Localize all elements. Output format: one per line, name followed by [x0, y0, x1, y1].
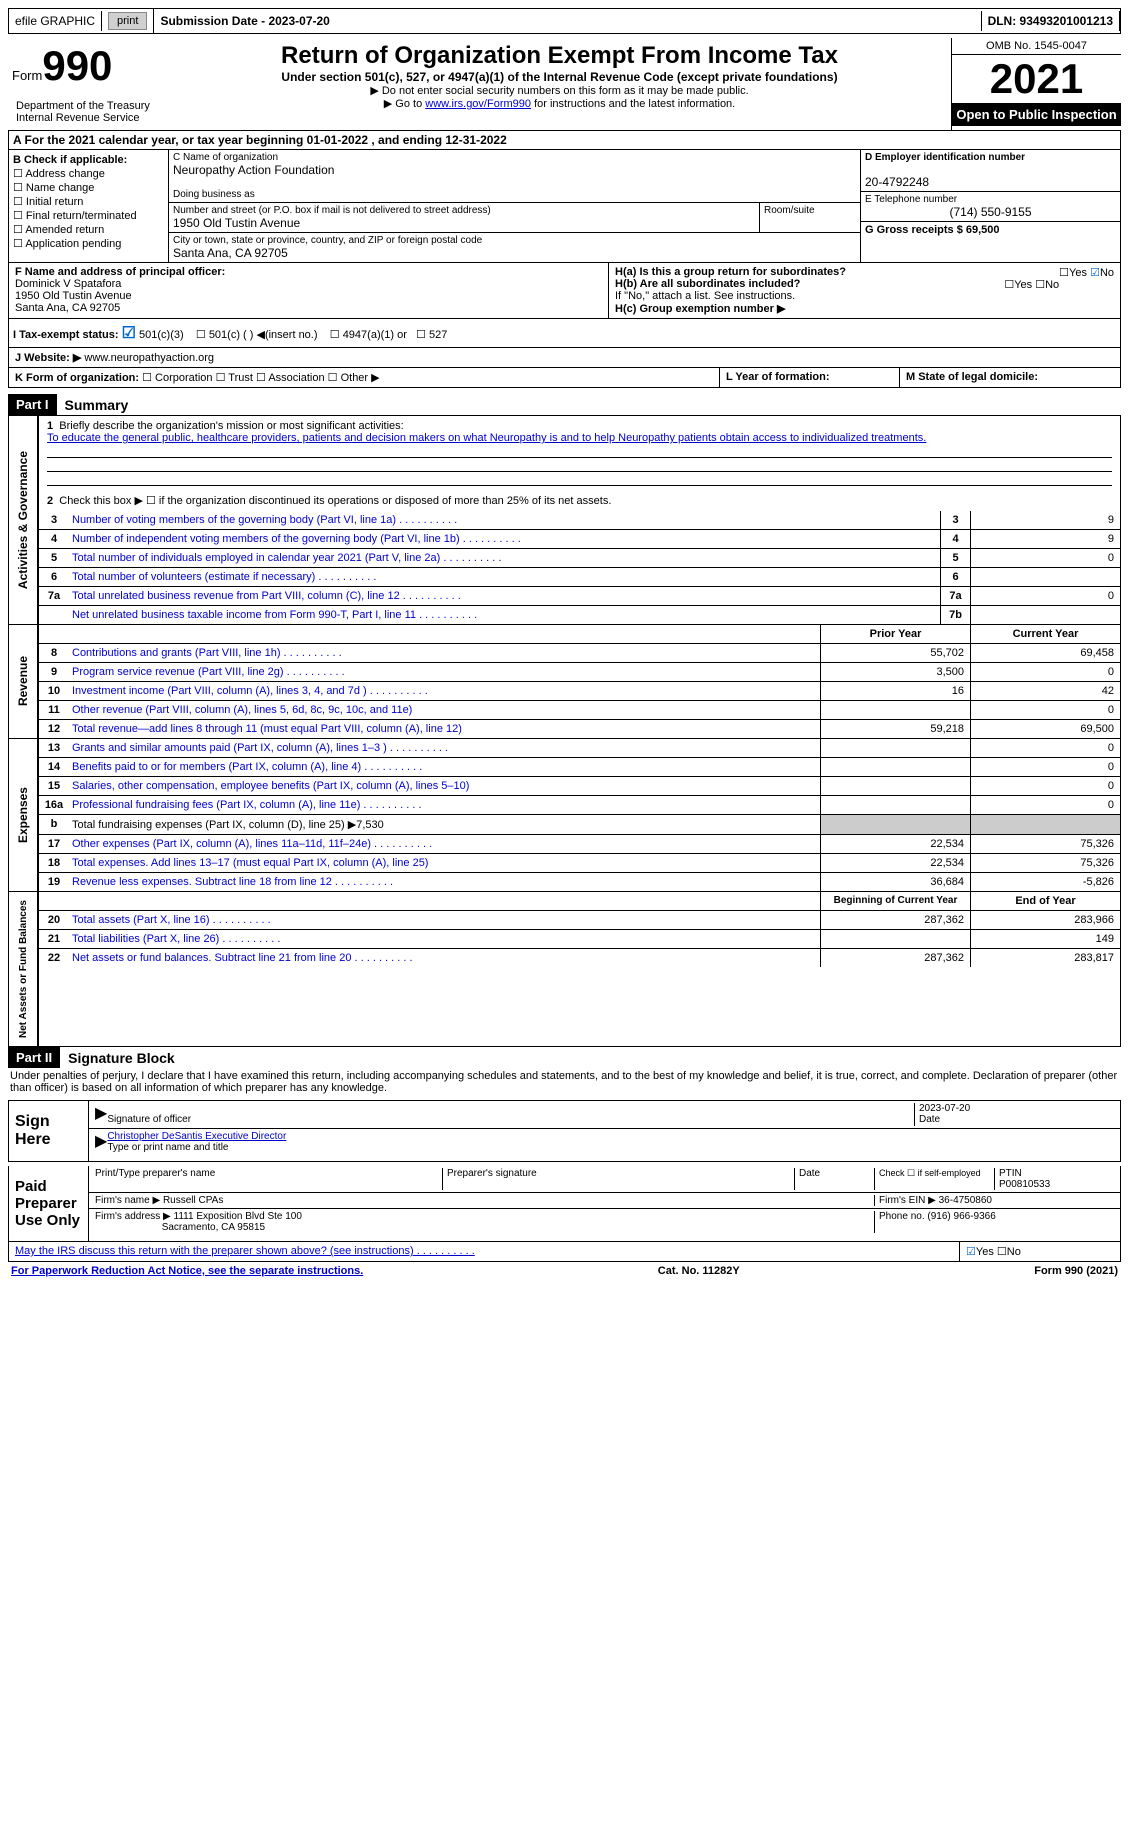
officer-name: Dominick V Spatafora — [15, 278, 121, 290]
form-header: Form990 Department of the Treasury Inter… — [8, 38, 1121, 130]
top-bar: efile GRAPHIC print Submission Date - 20… — [8, 8, 1121, 34]
footer-right: Form 990 (2021) — [1034, 1265, 1118, 1277]
part1-header: Part I — [8, 394, 57, 415]
website: www.neuropathyaction.org — [84, 352, 214, 364]
side-expenses: Expenses — [14, 779, 32, 851]
firm-phone: (916) 966-9366 — [927, 1211, 995, 1222]
side-activities: Activities & Governance — [14, 443, 32, 597]
ptin: P00810533 — [999, 1179, 1050, 1190]
sign-here-label: Sign Here — [9, 1101, 89, 1161]
side-netassets: Net Assets or Fund Balances — [16, 892, 31, 1046]
footer-mid: Cat. No. 11282Y — [658, 1265, 740, 1277]
form-note1: ▶ Do not enter social security numbers o… — [172, 84, 947, 97]
submission-date: Submission Date - 2023-07-20 — [154, 11, 981, 31]
ein: 20-4792248 — [865, 175, 1116, 189]
dln: DLN: 93493201001213 — [982, 11, 1120, 31]
dept-label: Department of the Treasury Internal Reve… — [12, 98, 164, 126]
irs-link[interactable]: www.irs.gov/Form990 — [425, 98, 531, 110]
firm-name: Russell CPAs — [163, 1195, 223, 1206]
part2-header: Part II — [8, 1047, 60, 1068]
box-b: B Check if applicable: ☐ Address change … — [9, 150, 169, 262]
paid-preparer-label: Paid Preparer Use Only — [9, 1166, 89, 1241]
form-number: 990 — [42, 42, 112, 89]
city: Santa Ana, CA 92705 — [173, 246, 856, 260]
efile-label: efile GRAPHIC — [9, 11, 102, 31]
firm-ein: 36-4750860 — [939, 1195, 992, 1206]
open-public: Open to Public Inspection — [952, 103, 1121, 126]
firm-addr: 1111 Exposition Blvd Ste 100 — [174, 1211, 302, 1222]
section-a: A For the 2021 calendar year, or tax yea… — [8, 130, 1121, 150]
print-button[interactable]: print — [108, 12, 147, 30]
officer-name-sig: Christopher DeSantis Executive Director — [107, 1131, 286, 1142]
org-name: Neuropathy Action Foundation — [173, 163, 856, 177]
mission-text: To educate the general public, healthcar… — [47, 432, 926, 444]
gross-receipts: 69,500 — [966, 224, 1000, 236]
perjury-declaration: Under penalties of perjury, I declare th… — [8, 1068, 1121, 1096]
part1-title: Summary — [57, 397, 129, 413]
part2-title: Signature Block — [60, 1050, 175, 1066]
form-title: Return of Organization Exempt From Incom… — [172, 42, 947, 70]
phone: (714) 550-9155 — [865, 205, 1116, 219]
tax-year: 2021 — [952, 55, 1121, 103]
side-revenue: Revenue — [14, 648, 32, 714]
form-word: Form — [12, 68, 42, 83]
street: 1950 Old Tustin Avenue — [173, 216, 755, 230]
form-subtitle: Under section 501(c), 527, or 4947(a)(1)… — [172, 70, 947, 84]
footer-left[interactable]: For Paperwork Reduction Act Notice, see … — [11, 1265, 363, 1277]
omb-number: OMB No. 1545-0047 — [952, 38, 1121, 55]
